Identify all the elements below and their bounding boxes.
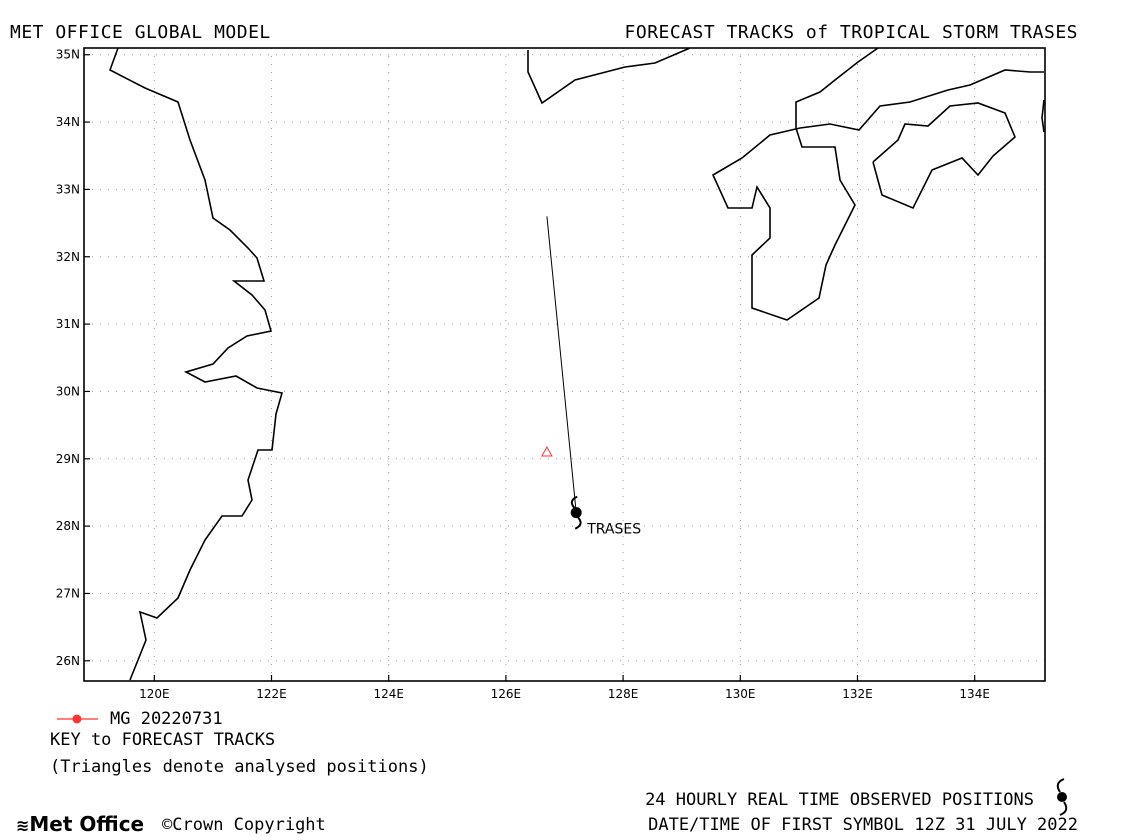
coastline-china [109,47,284,681]
key-title: KEY to FORECAST TRACKS [50,730,276,750]
lon-tick-label: 120E [139,687,170,701]
lat-tick-label: 35N [56,48,80,62]
first-symbol-datetime: DATE/TIME OF FIRST SYMBOL 12Z 31 JULY 20… [648,815,1078,835]
observed-positions-label: 24 HOURLY REAL TIME OBSERVED POSITIONS [645,790,1034,810]
storm-name-label: TRASES [586,522,641,538]
lat-tick-label: 29N [56,452,80,466]
storm-symbol-icon [570,495,582,530]
key-model-label: MG 20220731 [110,709,223,729]
lat-tick-label: 34N [56,115,80,129]
key-note: (Triangles denote analysed positions) [50,757,429,777]
map-grid [84,48,1045,681]
lat-tick-label: 30N [56,384,80,398]
coastline-kyushu [711,47,1044,321]
coastlines [109,47,1045,681]
forecast-track-line [546,216,577,513]
axis-ticks: 26N 27N 28N 29N 30N 31N 32N 33N 34N 35N 120E 122E 12… [56,48,990,701]
lat-tick-label: 28N [56,519,80,533]
lon-tick-label: 134E [959,687,990,701]
analysed-position-triangle [541,446,553,457]
met-office-logo: ≋Met Office [16,812,145,836]
map-frame [83,47,1046,682]
cyclone-symbol-icon [1056,778,1068,816]
lat-tick-label: 27N [56,586,80,600]
coastline-korea [527,47,691,105]
lat-tick-label: 33N [56,182,80,196]
lon-tick-label: 132E [842,687,873,701]
lon-tick-label: 130E [725,687,756,701]
forecast-track: TRASES [541,216,641,538]
lat-tick-label: 26N [56,654,80,668]
lon-tick-label: 126E [491,687,522,701]
copyright-text: ©Crown Copyright [162,815,326,835]
met-office-logo-icon: ≋ [16,816,30,835]
header-model-title: MET OFFICE GLOBAL MODEL [10,22,271,43]
lon-tick-label: 122E [256,687,287,701]
coastline-honshu-edge [1041,99,1045,133]
lon-tick-label: 128E [608,687,639,701]
coastline-shikoku [872,102,1016,210]
key-track-dot [72,714,82,724]
lon-tick-label: 124E [373,687,404,701]
lat-tick-label: 31N [56,317,80,331]
header-chart-title: FORECAST TRACKS of TROPICAL STORM TRASES [624,22,1078,43]
lat-tick-label: 32N [56,250,80,264]
